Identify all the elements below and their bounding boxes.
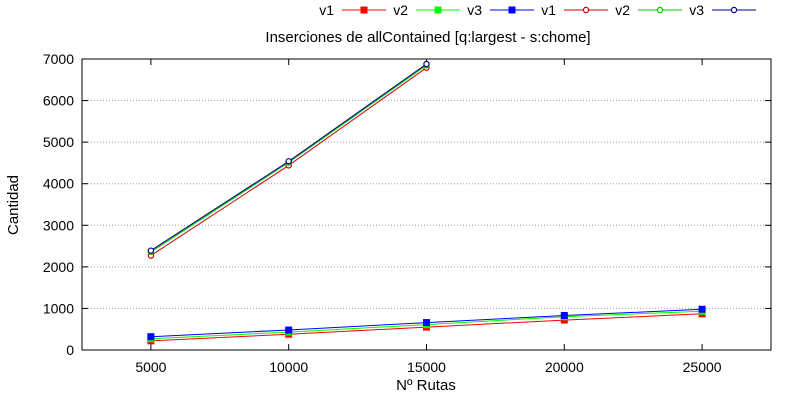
y-tick-label: 7000 <box>43 51 74 67</box>
legend-label: v2 <box>393 2 408 18</box>
y-tick-label: 4000 <box>43 176 74 192</box>
data-point <box>560 311 568 319</box>
plot-frame <box>81 58 772 351</box>
grid-lines <box>82 100 771 309</box>
x-tick-label: 20000 <box>545 359 584 375</box>
data-point <box>730 6 738 14</box>
x-tick-label: 5000 <box>135 359 166 375</box>
legend-label: v3 <box>467 2 482 18</box>
x-axis-ticks: 5000 10000 15000 20000 25000 <box>135 59 722 375</box>
data-point <box>285 158 292 165</box>
series-line <box>150 63 427 252</box>
legend-item: v2 <box>393 2 460 18</box>
legend: v1 v2 v3 v1 v2 v3 <box>319 2 756 18</box>
x-tick-label: 25000 <box>683 359 722 375</box>
y-tick-label: 0 <box>66 342 74 358</box>
chart-title: Inserciones de allContained [q:largest -… <box>265 29 590 46</box>
legend-label: v1 <box>319 2 334 18</box>
y-tick-label: 1000 <box>43 300 74 316</box>
legend-label: v3 <box>689 2 704 18</box>
series-3 <box>147 305 706 341</box>
legend-label: v1 <box>541 2 556 18</box>
data-point <box>285 326 293 334</box>
legend-item: v3 <box>689 2 756 18</box>
legend-item: v3 <box>467 2 534 18</box>
data-point <box>147 247 155 254</box>
series-layer <box>147 60 706 345</box>
data-point <box>508 6 516 14</box>
legend-label: v2 <box>615 2 630 18</box>
y-tick-label: 3000 <box>43 217 74 233</box>
data-point <box>360 6 368 14</box>
x-tick-label: 15000 <box>407 359 446 375</box>
data-point <box>147 333 155 341</box>
data-point <box>423 319 430 327</box>
x-tick-label: 10000 <box>269 359 308 375</box>
y-tick-label: 6000 <box>43 93 74 109</box>
x-axis-title: Nº Rutas <box>396 377 456 394</box>
y-tick-label: 2000 <box>43 259 74 275</box>
y-axis-ticks: 0 1000 2000 3000 4000 5000 6000 7000 <box>43 51 771 358</box>
legend-item: v1 <box>319 2 386 18</box>
legend-item: v1 <box>541 2 608 18</box>
series-6 <box>147 60 430 254</box>
data-point <box>423 60 430 68</box>
data-point <box>434 6 442 14</box>
y-axis-title: Cantidad <box>5 175 22 235</box>
data-point <box>698 305 706 313</box>
y-tick-label: 5000 <box>43 134 74 150</box>
data-point <box>656 6 664 14</box>
data-point <box>582 6 590 14</box>
legend-item: v2 <box>615 2 682 18</box>
